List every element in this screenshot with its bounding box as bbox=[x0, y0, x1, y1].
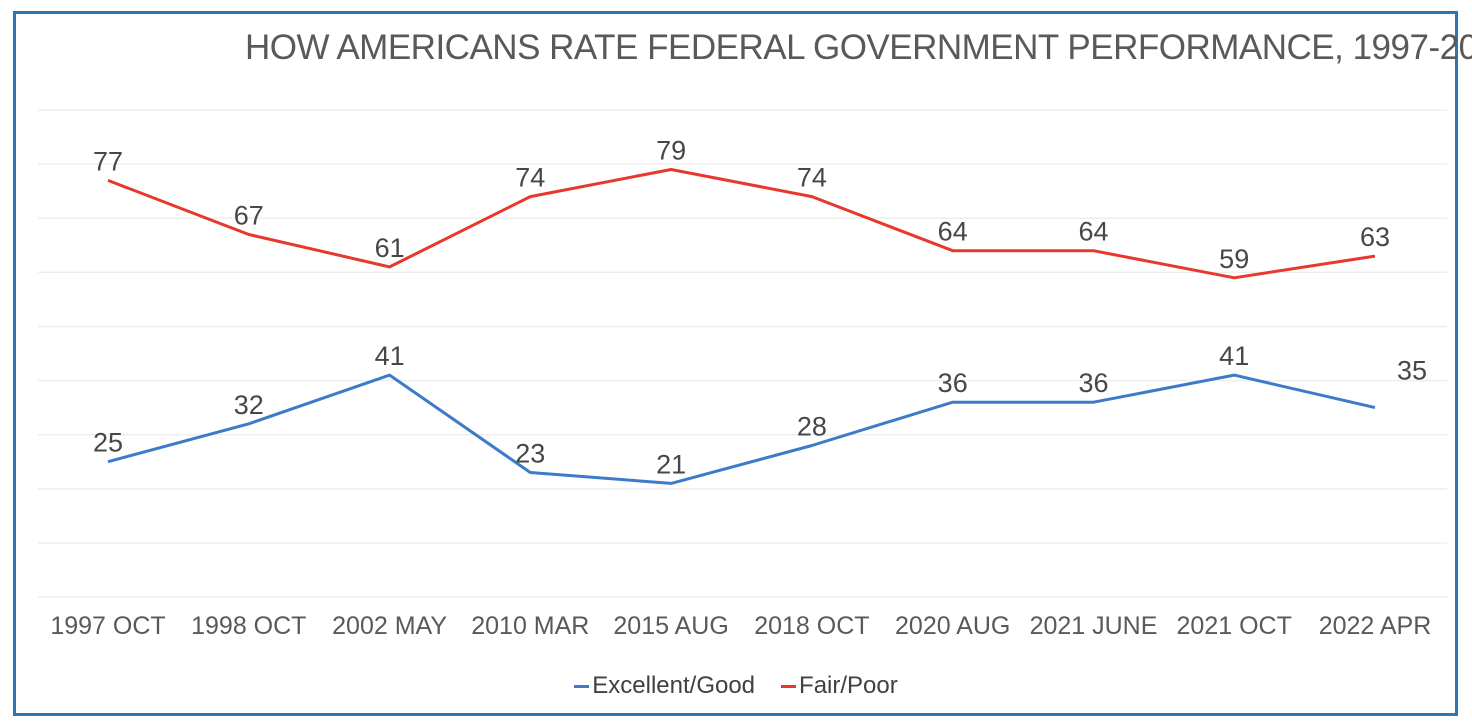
legend-item-excellent-good: Excellent/Good bbox=[574, 672, 755, 700]
data-label: 23 bbox=[515, 439, 545, 469]
chart-title: HOW AMERICANS RATE FEDERAL GOVERNMENT PE… bbox=[245, 28, 1472, 67]
x-axis-label: 2022 APR bbox=[1319, 612, 1432, 640]
data-label: 28 bbox=[797, 412, 827, 442]
x-axis-label: 2020 AUG bbox=[895, 612, 1010, 640]
data-label: 61 bbox=[375, 233, 405, 263]
data-label: 35 bbox=[1397, 356, 1427, 386]
legend-line-marker-icon bbox=[781, 684, 797, 688]
legend-label: Excellent/Good bbox=[592, 672, 756, 699]
x-axis-label: 2010 MAR bbox=[471, 612, 589, 640]
data-label: 41 bbox=[1219, 341, 1249, 371]
data-label: 21 bbox=[656, 449, 686, 479]
x-axis-label: 2018 OCT bbox=[754, 612, 869, 640]
data-label: 59 bbox=[1219, 244, 1249, 274]
x-axis-label: 1998 OCT bbox=[191, 612, 306, 640]
series-line-fair-poor bbox=[107, 168, 1376, 280]
x-axis-label: 2021 JUNE bbox=[1030, 612, 1158, 640]
x-axis-label: 2021 OCT bbox=[1177, 612, 1292, 640]
legend-item-fair-poor: Fair/Poor bbox=[781, 672, 898, 700]
series-line-excellent-good bbox=[107, 373, 1376, 485]
x-axis-label: 2015 AUG bbox=[613, 612, 728, 640]
data-label: 41 bbox=[375, 341, 405, 371]
data-label: 32 bbox=[234, 390, 264, 420]
legend: Excellent/Good Fair/Poor bbox=[0, 672, 1472, 700]
data-label: 74 bbox=[797, 163, 827, 193]
chart-frame bbox=[13, 11, 1458, 716]
legend-line-marker-icon bbox=[574, 684, 590, 688]
x-axis-label: 1997 OCT bbox=[50, 612, 165, 640]
x-axis-label: 2002 MAY bbox=[332, 612, 447, 640]
data-label: 36 bbox=[938, 368, 968, 398]
data-label: 64 bbox=[938, 217, 968, 247]
data-label: 74 bbox=[515, 163, 545, 193]
data-label: 77 bbox=[93, 146, 123, 176]
data-label: 36 bbox=[1078, 368, 1108, 398]
data-label: 67 bbox=[234, 201, 264, 231]
data-label: 25 bbox=[93, 428, 123, 458]
legend-label: Fair/Poor bbox=[799, 672, 898, 699]
data-label: 64 bbox=[1078, 217, 1108, 247]
data-label: 79 bbox=[656, 136, 686, 166]
data-label: 63 bbox=[1360, 222, 1390, 252]
